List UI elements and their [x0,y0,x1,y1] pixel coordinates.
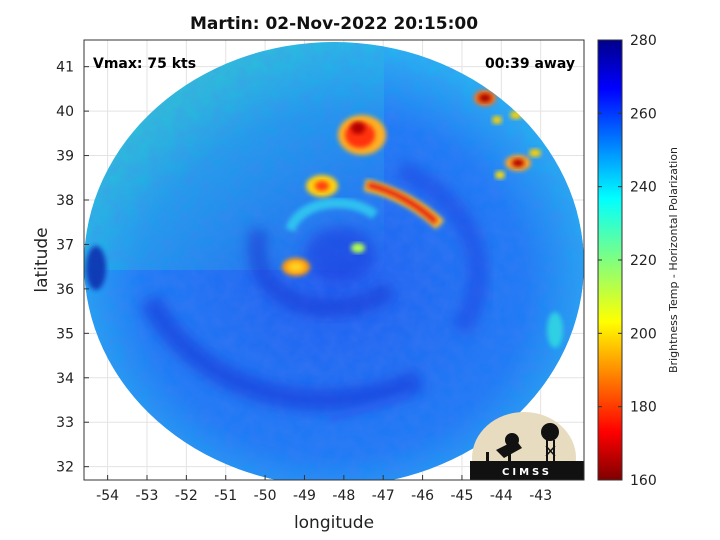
y-tick-label: 32 [56,460,74,476]
vmax-annotation: Vmax: 75 kts [93,56,196,72]
cimss-logo-text: CIMSS [502,467,552,478]
y-tick-label: 35 [56,326,74,342]
y-tick-label: 34 [56,371,74,387]
chart-title: Martin: 02-Nov-2022 20:15:00 [190,14,478,34]
colorbar-label: Brightness Temp - Horizontal Polarizatio… [667,147,680,373]
y-axis-label: latitude [32,227,52,292]
y-tick-label: 39 [56,149,74,165]
x-tick-label: -45 [451,488,474,504]
colorbar-tick-label: 280 [630,33,657,49]
y-axis-ticks: 32 33 34 35 36 37 38 39 40 41 [56,60,89,476]
colorbar-tick-label: 240 [630,180,657,196]
x-tick-label: -50 [254,488,277,504]
x-tick-label: -54 [96,488,119,504]
colorbar-tick-label: 260 [630,106,657,122]
x-axis-label: longitude [294,513,374,533]
colorbar-tick-label: 180 [630,400,657,416]
x-tick-label: -52 [175,488,198,504]
x-axis-ticks: -54 -53 -52 -51 -50 -49 -48 -47 -46 -45 -44 -43 [96,475,552,504]
x-tick-label: -49 [293,488,316,504]
colorbar-tick-label: 220 [630,253,657,269]
y-tick-label: 37 [56,237,74,253]
x-tick-label: -44 [490,488,513,504]
time-away-annotation: 00:39 away [485,56,575,72]
cimss-logo: CIMSS [470,412,584,480]
x-tick-label: -47 [372,488,395,504]
colorbar-tick-label: 200 [630,326,657,342]
x-tick-label: -48 [332,488,355,504]
x-tick-label: -43 [529,488,552,504]
y-tick-label: 38 [56,193,74,209]
plot-frame [83,39,585,481]
y-tick-label: 36 [56,282,74,298]
colorbar-ticks: 160 180 200 220 240 260 280 [598,33,657,489]
brightness-temp-image [84,42,584,480]
colorbar-tick-label: 160 [630,473,657,489]
x-tick-label: -53 [136,488,159,504]
y-tick-label: 40 [56,104,74,120]
y-tick-label: 33 [56,415,74,431]
x-tick-label: -46 [411,488,434,504]
y-tick-label: 41 [56,60,74,76]
x-tick-label: -51 [214,488,237,504]
